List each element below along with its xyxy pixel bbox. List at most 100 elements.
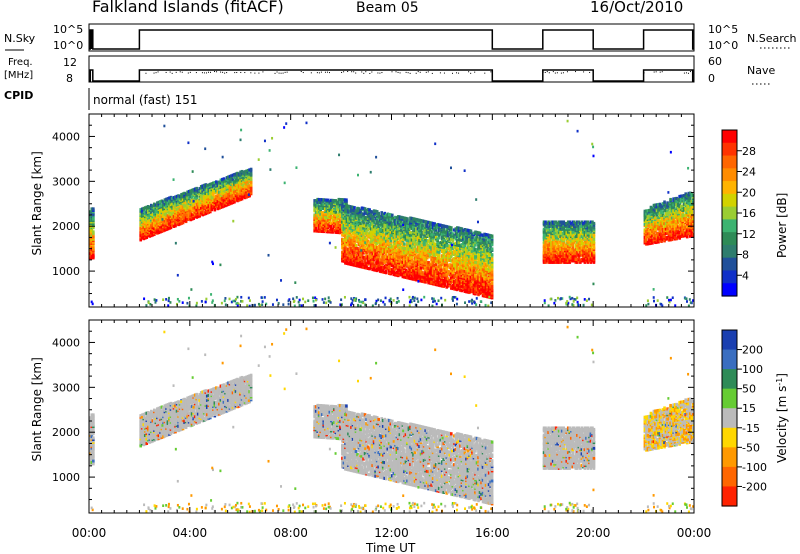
power-cell — [440, 224, 444, 228]
power-cell — [368, 231, 371, 235]
power-cell — [480, 250, 483, 254]
power-cell — [363, 245, 367, 250]
power-cell — [347, 262, 350, 266]
power-cell — [202, 195, 206, 199]
power-cell — [442, 244, 446, 248]
power-cell — [433, 253, 436, 258]
power-cell — [398, 268, 402, 272]
power-cell — [384, 255, 388, 259]
power-cell — [481, 294, 485, 298]
nave-dot — [347, 71, 349, 73]
power-cell — [489, 268, 492, 272]
power-cell — [389, 249, 393, 253]
nave-dot — [371, 71, 373, 73]
power-cell — [449, 226, 453, 230]
power-cell — [242, 183, 245, 187]
power-cell — [348, 216, 352, 220]
power-cell — [457, 229, 461, 233]
power-cell — [469, 248, 473, 252]
power-cell — [466, 278, 470, 283]
power-cell — [222, 194, 226, 198]
power-cell — [416, 236, 420, 241]
power-cell — [462, 247, 465, 251]
power-cell — [350, 247, 353, 251]
power-cell — [344, 247, 347, 251]
power-cell — [372, 245, 376, 249]
power-cell — [374, 242, 377, 246]
power-cell — [481, 233, 485, 237]
power-cell — [353, 263, 356, 267]
power-cell — [205, 188, 209, 192]
power-cell — [213, 180, 217, 185]
nave-dot — [187, 72, 189, 74]
freq-trace — [89, 69, 694, 82]
power-cell — [357, 214, 361, 218]
power-cell — [386, 261, 390, 265]
power-cell — [341, 217, 344, 221]
power-cell — [243, 170, 247, 174]
power-cell — [201, 184, 205, 188]
power-cell — [424, 225, 427, 230]
power-cell — [407, 236, 411, 240]
power-cell — [397, 220, 400, 225]
power-cell — [353, 254, 356, 259]
power-cell — [483, 285, 486, 290]
power-cell — [410, 241, 414, 245]
power-cell — [371, 252, 374, 256]
nsky-label: N.Sky — [4, 32, 36, 45]
power-cell — [425, 266, 429, 270]
power-cell — [362, 216, 365, 221]
power-cell — [387, 233, 391, 237]
power-cell — [456, 270, 459, 274]
nave-dot — [689, 71, 691, 73]
power-cell — [140, 213, 144, 217]
power-cell — [212, 181, 215, 185]
power-cell — [451, 286, 455, 291]
nave-dot — [300, 71, 302, 73]
power-cell — [375, 231, 379, 235]
power-cell — [166, 218, 170, 222]
power-cell — [437, 267, 441, 272]
nave-dot — [165, 71, 167, 73]
power-cell — [477, 249, 480, 254]
power-cell — [407, 242, 411, 246]
power-cell — [204, 206, 208, 210]
power-cell — [381, 218, 385, 222]
power-cell — [433, 249, 436, 253]
power-cell — [375, 220, 379, 224]
power-cell — [401, 269, 405, 273]
power-cell — [453, 242, 456, 246]
power-cell — [439, 265, 442, 269]
power-cell — [425, 220, 429, 224]
power-cell — [419, 243, 423, 247]
power-cell — [551, 234, 555, 239]
nave-dot — [343, 71, 345, 73]
nave-dot — [210, 71, 211, 73]
power-cell — [440, 254, 444, 258]
power-cell — [342, 228, 346, 232]
nave-dot — [456, 72, 458, 74]
power-cell — [371, 217, 374, 221]
power-cell — [469, 268, 473, 272]
power-cell — [383, 260, 387, 264]
power-cell — [477, 270, 480, 274]
power-cell — [381, 266, 385, 270]
nave-dot — [169, 71, 171, 73]
power-cell — [406, 233, 409, 237]
power-cell — [219, 185, 223, 189]
power-cell — [380, 228, 384, 232]
power-cell — [475, 284, 479, 288]
power-cell — [430, 256, 433, 260]
nave-dot — [452, 72, 453, 74]
power-cell — [406, 263, 409, 267]
power-cell — [380, 214, 384, 218]
power-cell — [457, 233, 461, 237]
power-cell — [222, 187, 226, 191]
power-cell — [481, 268, 485, 272]
power-cell — [348, 240, 352, 245]
power-cell — [166, 202, 170, 207]
power-cell — [397, 215, 400, 219]
power-cell — [474, 236, 477, 240]
power-cell — [448, 254, 452, 258]
power-cell — [394, 241, 397, 245]
